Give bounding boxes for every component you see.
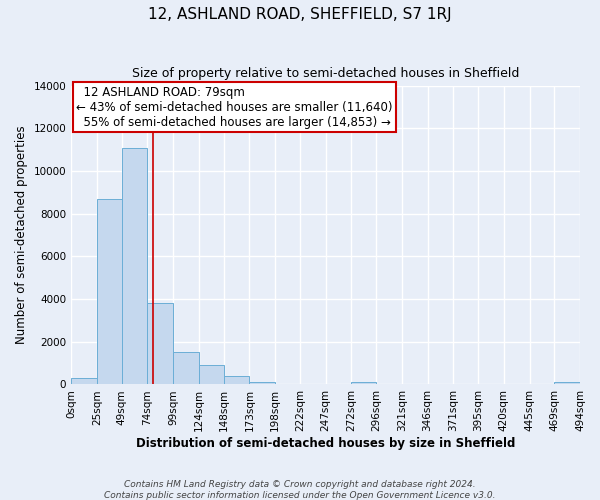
Bar [352, 382, 376, 384]
Bar [71, 378, 97, 384]
X-axis label: Distribution of semi-detached houses by size in Sheffield: Distribution of semi-detached houses by … [136, 437, 515, 450]
Title: Size of property relative to semi-detached houses in Sheffield: Size of property relative to semi-detach… [132, 68, 519, 80]
Text: 12, ASHLAND ROAD, SHEFFIELD, S7 1RJ: 12, ASHLAND ROAD, SHEFFIELD, S7 1RJ [148, 8, 452, 22]
Bar [97, 199, 122, 384]
Bar [199, 366, 224, 384]
Bar [250, 382, 275, 384]
Bar [148, 304, 173, 384]
Bar [122, 148, 148, 384]
Y-axis label: Number of semi-detached properties: Number of semi-detached properties [15, 126, 28, 344]
Bar [173, 352, 199, 384]
Bar [554, 382, 580, 384]
Bar [224, 376, 250, 384]
Text: Contains HM Land Registry data © Crown copyright and database right 2024.
Contai: Contains HM Land Registry data © Crown c… [104, 480, 496, 500]
Text: 12 ASHLAND ROAD: 79sqm
← 43% of semi-detached houses are smaller (11,640)
  55% : 12 ASHLAND ROAD: 79sqm ← 43% of semi-det… [76, 86, 393, 129]
